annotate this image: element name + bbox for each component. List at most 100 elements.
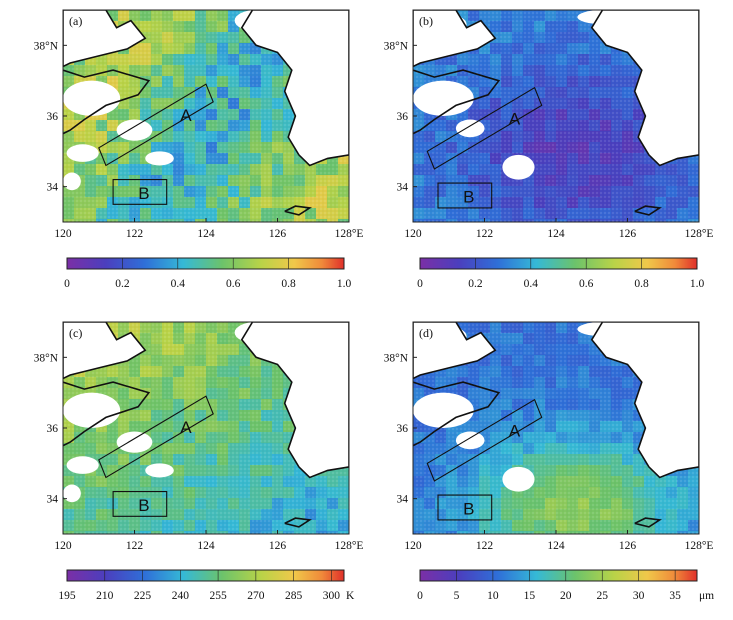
colorbar-tick-label: 300 [323,590,341,602]
missing-data-patch [413,392,474,429]
colorbar-tick-label: 0.4 [524,278,539,290]
colorbar-tick-label: 0 [64,278,70,290]
colorbar-tick-label: 240 [172,590,190,602]
colorbar-tick-label: 35 [669,590,681,602]
coastline [63,381,151,447]
region-label-a: A [509,109,521,128]
colorbar-tick-label: 1.0 [337,278,352,290]
region-label-b: B [138,184,149,203]
colorbar-tick-label: 0 [417,590,423,602]
missing-data-patch [63,80,121,116]
x-tick-label: 120 [404,540,422,552]
colorbar-tick-label: 225 [134,590,152,602]
missing-data-patch [63,392,121,429]
region-box-a [98,83,214,167]
colorbar-tick-label: 195 [58,590,76,602]
region-label-b: B [463,188,474,207]
colorbar-tick-label: 0.6 [226,278,241,290]
colorbar-tick-label: 15 [524,590,536,602]
panel-label: (b) [419,14,433,28]
colorbar [66,257,345,270]
region-box-b [112,179,168,205]
missing-data-patch [502,466,535,492]
region-label-a: A [180,418,192,437]
data-field [63,10,349,222]
colorbar-tick-label: 20 [560,590,572,602]
missing-data-patch [66,144,99,162]
region-box-b [437,182,493,209]
panel-label: (a) [69,14,82,28]
colorbar-tick-label: 0.8 [281,278,296,290]
missing-data-patch [145,463,174,478]
missing-data-patch [63,172,81,191]
land-mass [590,10,699,167]
colorbar [419,569,698,582]
missing-data-patch [502,154,535,180]
x-tick-label: 126 [269,540,287,552]
missing-data-patch [145,151,174,166]
x-tick-label: 120 [54,228,72,240]
coastline [413,69,501,135]
colorbar-tick-label: 1.0 [690,278,705,290]
colorbar-tick-label: 0.8 [634,278,649,290]
colorbar-tick-label: 0.4 [171,278,186,290]
colorbar-tick-label: 285 [285,590,303,602]
x-tick-label: 128°E [335,228,364,240]
missing-data-patch [455,119,485,138]
colorbar-tick-label: 210 [96,590,114,602]
region-box-a [98,395,214,479]
colorbar-tick-label: 255 [209,590,227,602]
y-tick-label: 38°N [384,40,409,52]
land-mass [413,322,497,380]
x-tick-label: 120 [404,228,422,240]
land-mass [63,322,147,380]
y-tick-label: 36 [47,111,59,123]
colorbar-tick-label: 10 [487,590,499,602]
x-tick-label: 124 [547,540,565,552]
panel-label: (d) [419,326,433,340]
colorbar-unit: μm [699,590,714,602]
island-outline [634,517,662,528]
land-mass [413,10,497,68]
colorbar-tick-label: 0 [417,278,423,290]
colorbar-tick-label: 0.6 [579,278,594,290]
x-tick-label: 126 [269,228,287,240]
x-tick-label: 128°E [685,228,714,240]
region-box-a [426,86,543,170]
missing-data-patch [116,431,153,453]
coastline [63,69,151,135]
region-label-a: A [180,106,192,125]
y-tick-label: 38°N [34,352,59,364]
colorbar-tick-label: 25 [596,590,608,602]
region-box-a [426,398,543,482]
x-tick-label: 122 [476,228,494,240]
x-tick-label: 126 [619,540,637,552]
island-outline [284,517,312,528]
x-tick-label: 126 [619,228,637,240]
coastline [413,381,501,447]
y-tick-label: 34 [47,182,59,194]
data-field [63,322,349,534]
y-tick-label: 36 [397,423,409,435]
y-tick-label: 38°N [34,40,59,52]
x-tick-label: 122 [126,228,144,240]
x-tick-label: 122 [476,540,494,552]
y-tick-label: 34 [47,494,59,506]
data-field [413,10,699,222]
land-mass [240,322,349,479]
panel-label: (c) [69,326,82,340]
region-box-b [437,494,493,521]
land-mass [590,322,699,479]
land-mass [240,10,349,167]
island-outline [634,205,662,216]
land-mass [63,10,147,68]
y-tick-label: 34 [397,182,409,194]
missing-data-patch [116,119,153,141]
x-tick-label: 124 [197,228,215,240]
y-tick-label: 38°N [384,352,409,364]
colorbar [419,257,698,270]
data-field [413,322,699,534]
missing-data-patch [63,484,81,503]
x-tick-label: 128°E [335,540,364,552]
